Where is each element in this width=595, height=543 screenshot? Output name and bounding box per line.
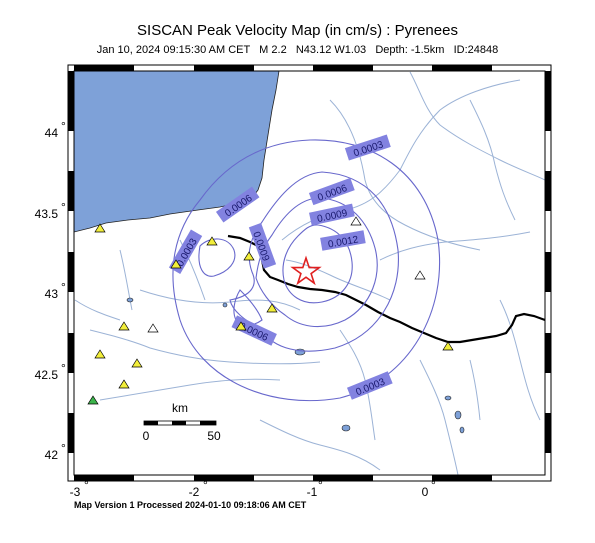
contour-0012 bbox=[282, 224, 353, 304]
degree-mark: ° bbox=[318, 478, 323, 492]
scale-bar: km 0 50 bbox=[143, 401, 221, 443]
x-tick-label: -2 bbox=[189, 485, 200, 499]
y-tick-label: 43.5 bbox=[35, 207, 59, 221]
degree-mark: ° bbox=[61, 361, 66, 375]
degree-mark: ° bbox=[61, 441, 66, 455]
station-marker bbox=[442, 341, 454, 351]
station-marker bbox=[235, 321, 247, 331]
station-marker bbox=[243, 251, 255, 261]
stations bbox=[87, 216, 454, 405]
event-magnitude: M 2.2 bbox=[259, 44, 287, 56]
station-marker bbox=[94, 349, 106, 359]
contour-0009 bbox=[255, 197, 378, 328]
station-marker bbox=[118, 379, 130, 389]
event-date: Jan 10, 2024 09:15:30 AM CET bbox=[96, 44, 250, 56]
degree-mark: ° bbox=[84, 478, 89, 492]
x-tick-label: -1 bbox=[307, 485, 318, 499]
station-marker bbox=[147, 323, 159, 333]
y-axis: 44 43.5 43 42.5 42 ° ° ° ° ° bbox=[35, 119, 66, 462]
degree-mark: ° bbox=[431, 478, 436, 492]
lakes bbox=[126, 297, 465, 434]
station-marker bbox=[118, 321, 130, 331]
map-footer: Map Version 1 Processed 2024-01-10 09:18… bbox=[74, 500, 307, 510]
y-tick-label: 42.5 bbox=[35, 368, 59, 382]
contour-0003-outer bbox=[172, 139, 441, 402]
x-axis: -3 -2 -1 0 ° ° ° ° bbox=[70, 478, 436, 499]
scale-start: 0 bbox=[143, 429, 150, 443]
degree-mark: ° bbox=[61, 200, 66, 214]
station-marker bbox=[414, 270, 426, 280]
y-tick-label: 42 bbox=[45, 448, 59, 462]
epicenter-star-icon bbox=[290, 255, 322, 286]
map-subtitle: Jan 10, 2024 09:15:30 AM CET M 2.2 N43.1… bbox=[0, 44, 595, 56]
map-frame bbox=[67, 64, 552, 482]
degree-mark: ° bbox=[203, 478, 208, 492]
x-tick-label: 0 bbox=[422, 485, 429, 499]
event-depth: Depth: -1.5km bbox=[375, 44, 445, 56]
event-id: ID:24848 bbox=[453, 44, 499, 56]
map-title: SISCAN Peak Velocity Map (in cm/s) : Pyr… bbox=[137, 22, 458, 39]
y-tick-label: 43 bbox=[45, 287, 59, 301]
contour-label: 0.0012 bbox=[320, 230, 366, 251]
event-location: N43.12 W1.03 bbox=[295, 44, 367, 56]
station-marker bbox=[350, 216, 362, 226]
station-marker bbox=[266, 303, 278, 313]
degree-mark: ° bbox=[61, 280, 66, 294]
contour-0003-west bbox=[198, 238, 236, 277]
y-tick-label: 44 bbox=[45, 126, 59, 140]
station-marker bbox=[131, 358, 143, 368]
scale-end: 50 bbox=[207, 429, 221, 443]
station-marker bbox=[206, 236, 218, 246]
svg-text:0.0012: 0.0012 bbox=[327, 234, 359, 250]
contour-labels: 0.0003 0.0006 0.0009 0.0012 0.0006 0.000… bbox=[168, 134, 393, 400]
x-tick-label: -3 bbox=[70, 485, 81, 499]
station-marker bbox=[170, 259, 182, 269]
station-marker bbox=[94, 223, 106, 233]
station-marker bbox=[87, 395, 99, 405]
scale-unit: km bbox=[172, 401, 188, 415]
degree-mark: ° bbox=[61, 119, 66, 133]
